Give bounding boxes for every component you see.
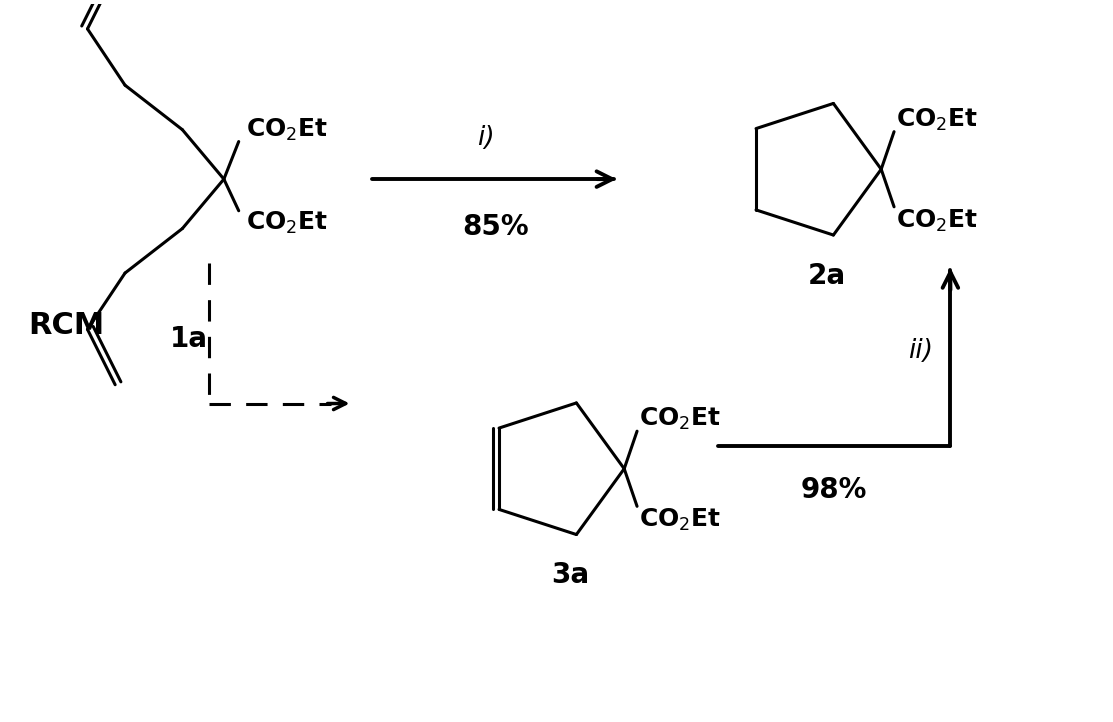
Text: ii): ii) bbox=[907, 338, 933, 364]
Text: CO$_2$Et: CO$_2$Et bbox=[896, 107, 978, 133]
Text: 85%: 85% bbox=[462, 212, 529, 240]
Text: CO$_2$Et: CO$_2$Et bbox=[896, 207, 978, 234]
Text: 3a: 3a bbox=[551, 562, 589, 589]
Text: CO$_2$Et: CO$_2$Et bbox=[639, 406, 721, 432]
Text: CO$_2$Et: CO$_2$Et bbox=[246, 116, 327, 143]
Text: CO$_2$Et: CO$_2$Et bbox=[639, 507, 721, 534]
Text: i): i) bbox=[477, 125, 494, 151]
Text: 98%: 98% bbox=[801, 477, 867, 505]
Text: RCM: RCM bbox=[28, 311, 105, 340]
Text: CO$_2$Et: CO$_2$Et bbox=[246, 209, 327, 235]
Text: 2a: 2a bbox=[808, 262, 846, 290]
Text: 1a: 1a bbox=[170, 325, 208, 353]
